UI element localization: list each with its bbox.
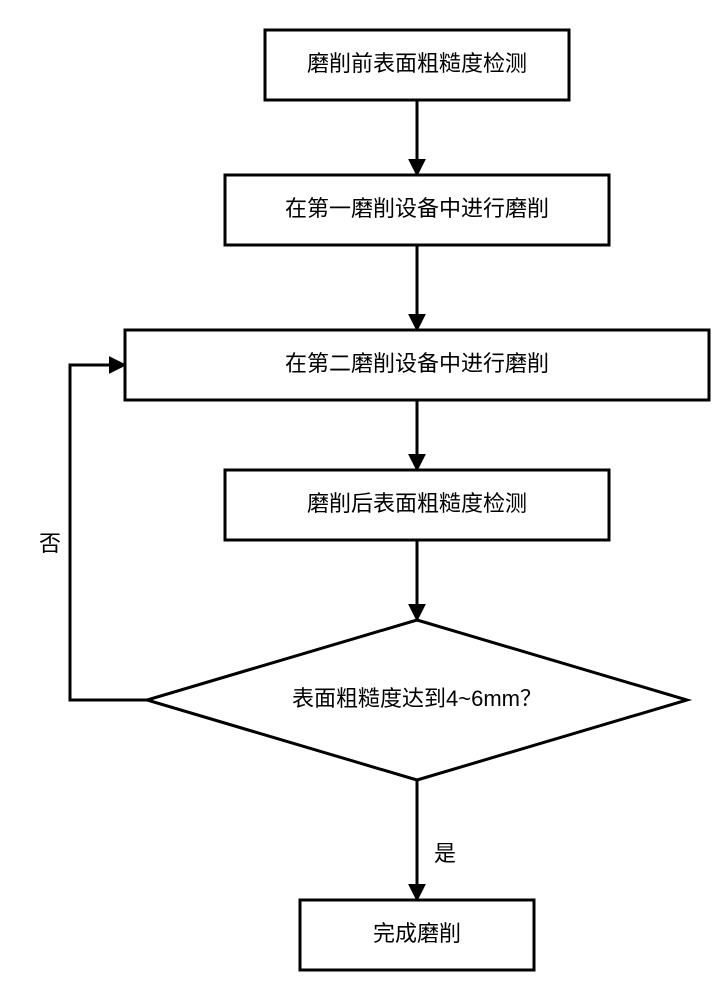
svg-text:否: 否 [39, 531, 61, 556]
svg-text:磨削前表面粗糙度检测: 磨削前表面粗糙度检测 [307, 51, 527, 76]
node-n3: 在第二磨削设备中进行磨削 [125, 330, 709, 400]
edge-e5: 是 [417, 780, 456, 900]
svg-text:磨削后表面粗糙度检测: 磨削后表面粗糙度检测 [307, 491, 527, 516]
svg-text:完成磨削: 完成磨削 [373, 921, 461, 946]
node-n5: 表面粗糙度达到4~6mm？ [147, 620, 687, 780]
node-n4: 磨削后表面粗糙度检测 [225, 470, 609, 540]
svg-text:在第二磨削设备中进行磨削: 在第二磨削设备中进行磨削 [285, 351, 549, 376]
node-n1: 磨削前表面粗糙度检测 [265, 30, 569, 100]
node-n6: 完成磨削 [300, 900, 534, 970]
svg-text:在第一磨削设备中进行磨削: 在第一磨削设备中进行磨削 [285, 196, 549, 221]
svg-text:是: 是 [434, 841, 456, 866]
edge-e6: 否 [39, 365, 147, 700]
node-n2: 在第一磨削设备中进行磨削 [225, 175, 609, 245]
flowchart: 磨削前表面粗糙度检测在第一磨削设备中进行磨削在第二磨削设备中进行磨削磨削后表面粗… [0, 0, 714, 1000]
svg-text:表面粗糙度达到4~6mm？: 表面粗糙度达到4~6mm？ [292, 686, 542, 711]
